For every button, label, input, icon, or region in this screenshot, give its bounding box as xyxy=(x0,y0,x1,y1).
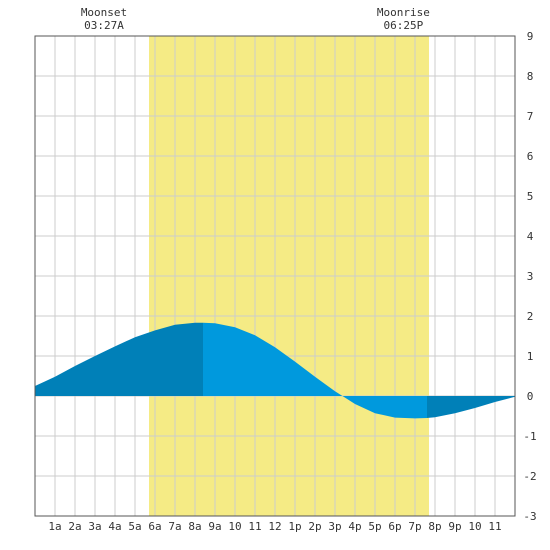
x-tick-label: 4a xyxy=(108,520,121,533)
tide-area-segment xyxy=(427,396,515,418)
y-tick-labels: -3 -2 -1 0 1 2 3 4 5 6 7 8 9 xyxy=(523,30,536,523)
x-tick-label: 3a xyxy=(88,520,101,533)
x-tick-labels: 1a 2a 3a 4a 5a 6a 7a 8a 9a 10 11 12 1p 2p 3p 4p 5p 6p 7p 8p… xyxy=(48,520,501,533)
y-tick-label: 8 xyxy=(527,70,534,83)
y-tick-label: -2 xyxy=(523,470,536,483)
y-tick-label: -1 xyxy=(523,430,536,443)
y-tick-label: 6 xyxy=(527,150,534,163)
y-tick-label: -3 xyxy=(523,510,536,523)
tide-area-segment xyxy=(203,322,427,419)
x-tick-label: 9a xyxy=(208,520,221,533)
x-tick-label: 1a xyxy=(48,520,61,533)
x-tick-label: 5a xyxy=(128,520,141,533)
x-tick-label: 6p xyxy=(388,520,401,533)
y-tick-label: 3 xyxy=(527,270,534,283)
grid-layer xyxy=(35,36,515,516)
y-tick-label: 4 xyxy=(527,230,534,243)
x-tick-label: 7a xyxy=(168,520,181,533)
x-tick-label: 2a xyxy=(68,520,81,533)
x-tick-label: 9p xyxy=(448,520,461,533)
x-tick-label: 11 xyxy=(248,520,261,533)
tide-area-layer xyxy=(35,322,515,419)
moon-event-label: Moonset xyxy=(81,6,127,19)
x-tick-label: 4p xyxy=(348,520,361,533)
y-tick-label: 0 xyxy=(527,390,534,403)
x-tick-label: 10 xyxy=(468,520,481,533)
x-tick-label: 2p xyxy=(308,520,321,533)
moon-event-time: 06:25P xyxy=(384,19,424,32)
x-tick-label: 12 xyxy=(268,520,281,533)
y-tick-label: 9 xyxy=(527,30,534,43)
y-tick-label: 5 xyxy=(527,190,534,203)
x-tick-label: 6a xyxy=(148,520,161,533)
tide-area-segment xyxy=(35,322,203,396)
x-tick-label: 8p xyxy=(428,520,441,533)
x-tick-label: 3p xyxy=(328,520,341,533)
x-tick-label: 5p xyxy=(368,520,381,533)
x-tick-label: 7p xyxy=(408,520,421,533)
moon-event-time: 03:27A xyxy=(84,19,124,32)
plot-frame xyxy=(34,35,516,517)
x-tick-label: 1p xyxy=(288,520,301,533)
y-tick-label: 7 xyxy=(527,110,534,123)
y-tick-label: 1 xyxy=(527,350,534,363)
x-tick-label: 8a xyxy=(188,520,201,533)
moon-event-label: Moonrise xyxy=(377,6,430,19)
x-tick-label: 11 xyxy=(488,520,501,533)
x-tick-label: 10 xyxy=(228,520,241,533)
y-tick-label: 2 xyxy=(527,310,534,323)
